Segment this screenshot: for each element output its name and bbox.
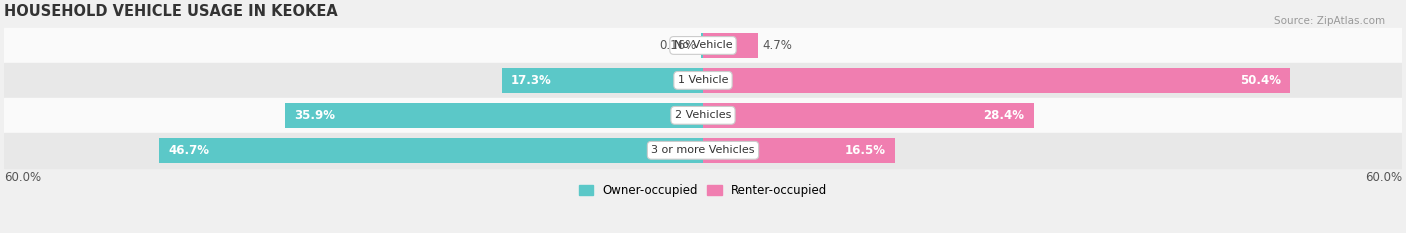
Text: HOUSEHOLD VEHICLE USAGE IN KEOKEA: HOUSEHOLD VEHICLE USAGE IN KEOKEA — [4, 4, 337, 19]
Bar — [4, 28, 1402, 63]
Bar — [4, 133, 1402, 168]
Bar — [4, 98, 1402, 133]
Bar — [703, 103, 1033, 128]
Text: 4.7%: 4.7% — [762, 39, 792, 52]
Bar — [702, 33, 703, 58]
Text: 2 Vehicles: 2 Vehicles — [675, 110, 731, 120]
Text: 50.4%: 50.4% — [1240, 74, 1281, 87]
Bar — [4, 63, 1402, 98]
Text: 3 or more Vehicles: 3 or more Vehicles — [651, 145, 755, 155]
Text: 28.4%: 28.4% — [983, 109, 1025, 122]
Bar — [285, 103, 703, 128]
Bar — [703, 138, 896, 163]
Text: 17.3%: 17.3% — [510, 74, 551, 87]
Text: 0.16%: 0.16% — [659, 39, 696, 52]
Text: 16.5%: 16.5% — [845, 144, 886, 157]
Text: 46.7%: 46.7% — [169, 144, 209, 157]
Legend: Owner-occupied, Renter-occupied: Owner-occupied, Renter-occupied — [574, 180, 832, 202]
Bar — [502, 68, 703, 93]
Text: 35.9%: 35.9% — [294, 109, 335, 122]
Bar — [703, 68, 1291, 93]
Text: 60.0%: 60.0% — [1365, 171, 1402, 184]
Text: 1 Vehicle: 1 Vehicle — [678, 75, 728, 86]
Text: 60.0%: 60.0% — [4, 171, 41, 184]
Bar — [703, 33, 758, 58]
Text: No Vehicle: No Vehicle — [673, 41, 733, 51]
Bar — [159, 138, 703, 163]
Text: Source: ZipAtlas.com: Source: ZipAtlas.com — [1274, 16, 1385, 26]
